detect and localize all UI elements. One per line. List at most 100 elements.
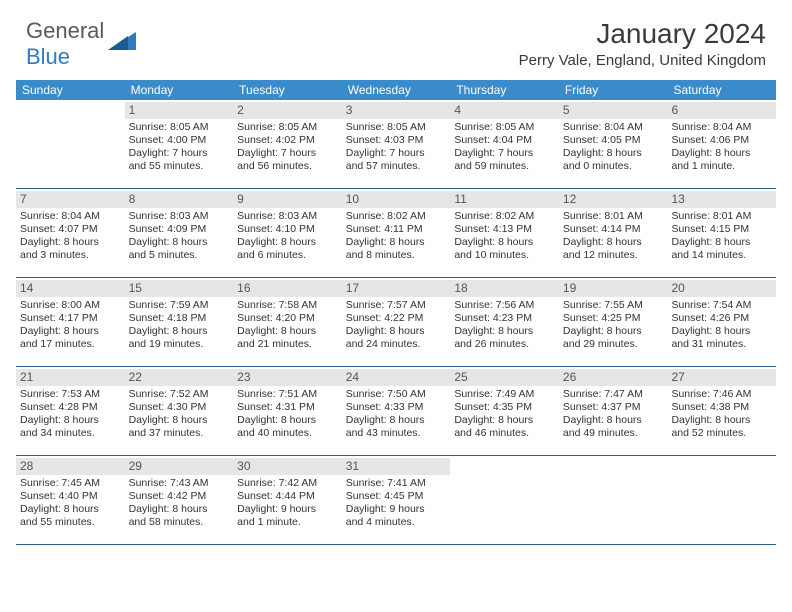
calendar-day: 27Sunrise: 7:46 AMSunset: 4:38 PMDayligh…: [667, 367, 776, 455]
brand-blue: Blue: [26, 44, 70, 69]
day-number: 2: [233, 102, 342, 119]
calendar-day: 23Sunrise: 7:51 AMSunset: 4:31 PMDayligh…: [233, 367, 342, 455]
day-number: 9: [233, 191, 342, 208]
daylight-line2: and 21 minutes.: [237, 338, 338, 351]
sunset-text: Sunset: 4:26 PM: [671, 312, 772, 325]
daylight-line1: Daylight: 8 hours: [671, 414, 772, 427]
calendar: SundayMondayTuesdayWednesdayThursdayFrid…: [16, 80, 776, 545]
daylight-line1: Daylight: 7 hours: [237, 147, 338, 160]
daylight-line2: and 59 minutes.: [454, 160, 555, 173]
page-header: General Blue January 2024 Perry Vale, En…: [0, 0, 792, 76]
daylight-line2: and 26 minutes.: [454, 338, 555, 351]
brand-logo: General Blue: [26, 18, 136, 70]
calendar-day: 17Sunrise: 7:57 AMSunset: 4:22 PMDayligh…: [342, 278, 451, 366]
sunrise-text: Sunrise: 7:49 AM: [454, 388, 555, 401]
day-number: 25: [450, 369, 559, 386]
sunrise-text: Sunrise: 7:42 AM: [237, 477, 338, 490]
sunset-text: Sunset: 4:30 PM: [129, 401, 230, 414]
daylight-line2: and 43 minutes.: [346, 427, 447, 440]
daylight-line2: and 46 minutes.: [454, 427, 555, 440]
sunset-text: Sunset: 4:13 PM: [454, 223, 555, 236]
calendar-day: 1 Sunrise: 8:05 AMSunset: 4:00 PMDaylight…: [125, 100, 234, 188]
sunrise-text: Sunrise: 8:04 AM: [563, 121, 664, 134]
daylight-line2: and 57 minutes.: [346, 160, 447, 173]
daylight-line1: Daylight: 8 hours: [346, 236, 447, 249]
day-number: 3: [342, 102, 451, 119]
daylight-line1: Daylight: 7 hours: [346, 147, 447, 160]
daylight-line1: Daylight: 8 hours: [129, 236, 230, 249]
daylight-line1: Daylight: 8 hours: [563, 414, 664, 427]
calendar-day: 5Sunrise: 8:04 AMSunset: 4:05 PMDaylight…: [559, 100, 668, 188]
calendar-day-empty: [450, 456, 559, 544]
calendar-week: 14Sunrise: 8:00 AMSunset: 4:17 PMDayligh…: [16, 278, 776, 367]
daylight-line2: and 52 minutes.: [671, 427, 772, 440]
day-number: 4: [450, 102, 559, 119]
calendar-day: 26Sunrise: 7:47 AMSunset: 4:37 PMDayligh…: [559, 367, 668, 455]
sunset-text: Sunset: 4:17 PM: [20, 312, 121, 325]
sunrise-text: Sunrise: 8:01 AM: [671, 210, 772, 223]
sunrise-text: Sunrise: 8:05 AM: [237, 121, 338, 134]
weekday-header: Wednesday: [342, 80, 451, 100]
weekday-header-row: SundayMondayTuesdayWednesdayThursdayFrid…: [16, 80, 776, 100]
sunset-text: Sunset: 4:00 PM: [129, 134, 230, 147]
daylight-line1: Daylight: 7 hours: [129, 147, 230, 160]
calendar-day: 2Sunrise: 8:05 AMSunset: 4:02 PMDaylight…: [233, 100, 342, 188]
calendar-week: 7Sunrise: 8:04 AMSunset: 4:07 PMDaylight…: [16, 189, 776, 278]
daylight-line2: and 34 minutes.: [20, 427, 121, 440]
daylight-line1: Daylight: 8 hours: [671, 325, 772, 338]
sunrise-text: Sunrise: 7:50 AM: [346, 388, 447, 401]
weekday-header: Sunday: [16, 80, 125, 100]
day-number: 11: [450, 191, 559, 208]
location-text: Perry Vale, England, United Kingdom: [519, 52, 766, 69]
calendar-day-empty: [16, 100, 125, 188]
calendar-day: 28Sunrise: 7:45 AMSunset: 4:40 PMDayligh…: [16, 456, 125, 544]
daylight-line1: Daylight: 8 hours: [20, 325, 121, 338]
calendar-day: 6Sunrise: 8:04 AMSunset: 4:06 PMDaylight…: [667, 100, 776, 188]
sunset-text: Sunset: 4:10 PM: [237, 223, 338, 236]
calendar-day: 16Sunrise: 7:58 AMSunset: 4:20 PMDayligh…: [233, 278, 342, 366]
daylight-line1: Daylight: 8 hours: [563, 236, 664, 249]
logo-triangle-icon: [108, 28, 136, 55]
sunset-text: Sunset: 4:04 PM: [454, 134, 555, 147]
daylight-line1: Daylight: 8 hours: [454, 236, 555, 249]
sunrise-text: Sunrise: 7:53 AM: [20, 388, 121, 401]
daylight-line1: Daylight: 8 hours: [346, 325, 447, 338]
day-number: 15: [125, 280, 234, 297]
sunset-text: Sunset: 4:18 PM: [129, 312, 230, 325]
day-number: 1: [125, 102, 234, 119]
sunrise-text: Sunrise: 8:05 AM: [129, 121, 230, 134]
daylight-line1: Daylight: 8 hours: [129, 503, 230, 516]
day-number: 26: [559, 369, 668, 386]
daylight-line1: Daylight: 8 hours: [346, 414, 447, 427]
weekday-header: Tuesday: [233, 80, 342, 100]
calendar-day: 7Sunrise: 8:04 AMSunset: 4:07 PMDaylight…: [16, 189, 125, 277]
sunset-text: Sunset: 4:05 PM: [563, 134, 664, 147]
day-number: 31: [342, 458, 451, 475]
sunset-text: Sunset: 4:45 PM: [346, 490, 447, 503]
daylight-line1: Daylight: 8 hours: [129, 325, 230, 338]
brand-general: General: [26, 18, 104, 43]
calendar-day: 8Sunrise: 8:03 AMSunset: 4:09 PMDaylight…: [125, 189, 234, 277]
calendar-weeks: 1Sunrise: 8:05 AMSunset: 4:00 PMDaylight…: [16, 100, 776, 545]
sunrise-text: Sunrise: 7:46 AM: [671, 388, 772, 401]
day-number: 14: [16, 280, 125, 297]
day-number: 13: [667, 191, 776, 208]
daylight-line2: and 19 minutes.: [129, 338, 230, 351]
calendar-day: 29Sunrise: 7:43 AMSunset: 4:42 PMDayligh…: [125, 456, 234, 544]
daylight-line2: and 10 minutes.: [454, 249, 555, 262]
calendar-day: 20Sunrise: 7:54 AMSunset: 4:26 PMDayligh…: [667, 278, 776, 366]
day-number: 28: [16, 458, 125, 475]
sunset-text: Sunset: 4:42 PM: [129, 490, 230, 503]
sunset-text: Sunset: 4:25 PM: [563, 312, 664, 325]
sunrise-text: Sunrise: 8:02 AM: [454, 210, 555, 223]
day-number: 8: [125, 191, 234, 208]
sunrise-text: Sunrise: 7:45 AM: [20, 477, 121, 490]
sunrise-text: Sunrise: 7:59 AM: [129, 299, 230, 312]
calendar-day: 30Sunrise: 7:42 AMSunset: 4:44 PMDayligh…: [233, 456, 342, 544]
daylight-line2: and 55 minutes.: [20, 516, 121, 529]
day-number: 6: [667, 102, 776, 119]
sunset-text: Sunset: 4:28 PM: [20, 401, 121, 414]
sunset-text: Sunset: 4:23 PM: [454, 312, 555, 325]
day-number: 18: [450, 280, 559, 297]
calendar-day: 9Sunrise: 8:03 AMSunset: 4:10 PMDaylight…: [233, 189, 342, 277]
